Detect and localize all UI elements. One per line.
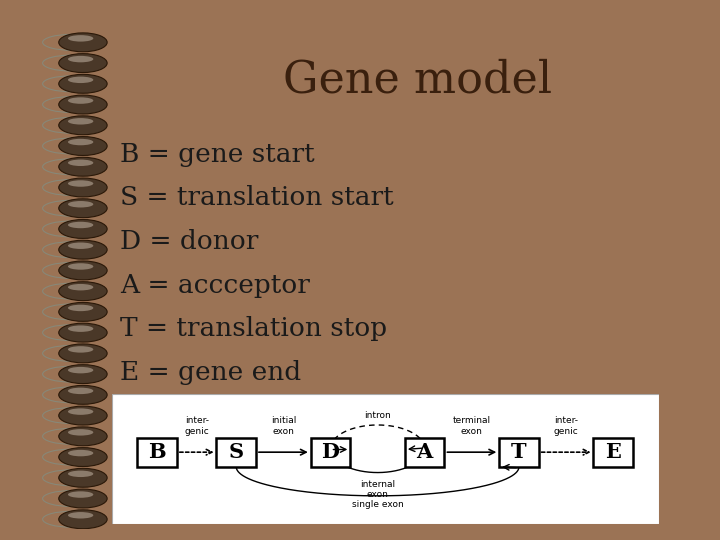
Ellipse shape — [59, 510, 107, 529]
Text: terminal
exon: terminal exon — [453, 416, 491, 436]
Text: single exon: single exon — [352, 500, 403, 509]
Ellipse shape — [68, 139, 94, 145]
Ellipse shape — [68, 263, 94, 269]
Ellipse shape — [59, 220, 107, 238]
FancyBboxPatch shape — [405, 438, 444, 467]
Text: inter-
genic: inter- genic — [554, 416, 578, 436]
Text: B: B — [148, 442, 166, 462]
Text: B = gene start: B = gene start — [120, 141, 315, 167]
Ellipse shape — [59, 386, 107, 404]
Ellipse shape — [68, 429, 94, 436]
Ellipse shape — [59, 406, 107, 425]
Ellipse shape — [59, 137, 107, 156]
Ellipse shape — [68, 56, 94, 62]
Ellipse shape — [59, 427, 107, 446]
Ellipse shape — [59, 53, 107, 72]
Text: S: S — [229, 442, 244, 462]
Ellipse shape — [68, 159, 94, 166]
Ellipse shape — [68, 242, 94, 249]
Ellipse shape — [68, 118, 94, 125]
FancyBboxPatch shape — [112, 394, 659, 524]
Ellipse shape — [68, 35, 94, 42]
Ellipse shape — [59, 199, 107, 218]
Ellipse shape — [59, 344, 107, 363]
Text: A = accceptor: A = accceptor — [120, 273, 310, 298]
Text: E: E — [606, 442, 621, 462]
FancyBboxPatch shape — [593, 438, 633, 467]
Ellipse shape — [59, 116, 107, 134]
Ellipse shape — [59, 178, 107, 197]
Ellipse shape — [68, 180, 94, 187]
Ellipse shape — [59, 95, 107, 114]
Ellipse shape — [68, 512, 94, 518]
Ellipse shape — [59, 302, 107, 321]
FancyBboxPatch shape — [217, 438, 256, 467]
Ellipse shape — [59, 364, 107, 383]
FancyBboxPatch shape — [311, 438, 350, 467]
Text: A: A — [417, 442, 433, 462]
Ellipse shape — [59, 448, 107, 467]
Ellipse shape — [68, 388, 94, 394]
Ellipse shape — [68, 305, 94, 311]
Ellipse shape — [68, 284, 94, 291]
Ellipse shape — [59, 323, 107, 342]
Text: D = donor: D = donor — [120, 229, 258, 254]
Ellipse shape — [68, 491, 94, 498]
FancyBboxPatch shape — [499, 438, 539, 467]
Text: S = translation start: S = translation start — [120, 185, 394, 211]
Ellipse shape — [59, 75, 107, 93]
Ellipse shape — [59, 240, 107, 259]
FancyBboxPatch shape — [138, 438, 177, 467]
Ellipse shape — [68, 326, 94, 332]
Ellipse shape — [68, 346, 94, 353]
Ellipse shape — [68, 408, 94, 415]
Ellipse shape — [59, 261, 107, 280]
Text: initial
exon: initial exon — [271, 416, 296, 436]
Ellipse shape — [68, 450, 94, 456]
Ellipse shape — [68, 201, 94, 207]
Text: intron: intron — [364, 411, 391, 420]
Ellipse shape — [59, 489, 107, 508]
Text: inter-
genic: inter- genic — [184, 416, 209, 436]
Ellipse shape — [59, 282, 107, 301]
Ellipse shape — [68, 97, 94, 104]
Ellipse shape — [59, 33, 107, 52]
Text: D: D — [322, 442, 340, 462]
Ellipse shape — [59, 468, 107, 487]
Ellipse shape — [59, 157, 107, 176]
Text: E = gene end: E = gene end — [120, 360, 301, 385]
Text: T: T — [511, 442, 527, 462]
Text: T = translation stop: T = translation stop — [120, 316, 387, 341]
Text: Gene model: Gene model — [283, 58, 552, 101]
Text: internal
exon: internal exon — [360, 480, 395, 500]
Ellipse shape — [68, 77, 94, 83]
Ellipse shape — [68, 470, 94, 477]
Ellipse shape — [68, 367, 94, 373]
Ellipse shape — [68, 222, 94, 228]
